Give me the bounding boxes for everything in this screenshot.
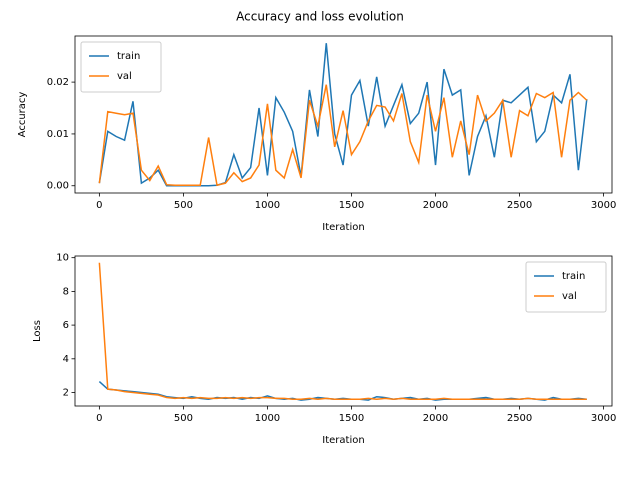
legend: train val (80, 41, 162, 93)
x-tick-label: 1000 (255, 200, 280, 211)
legend-frame (525, 261, 607, 313)
x-tick-label: 0 (96, 200, 102, 211)
x-tick-label: 500 (174, 200, 193, 211)
y-axis-label: Accuracy (17, 92, 28, 138)
x-tick-label: 1000 (255, 413, 280, 424)
x-tick-label: 2500 (507, 413, 532, 424)
x-tick-label: 1500 (339, 200, 364, 211)
data-line (98, 381, 587, 401)
legend-label: train (117, 51, 140, 62)
x-tick-label: 2000 (423, 413, 448, 424)
y-tick-label: 10 (56, 253, 69, 264)
legend-label: val (117, 71, 132, 82)
data-line (98, 262, 587, 401)
x-tick-label: 0 (96, 413, 102, 424)
y-tick-label: 6 (63, 320, 69, 331)
axes-frame (74, 255, 613, 407)
subplot: 0 500 1000 1500 2000 2500 3000 2 4 6 8 10 Iteration L… (32, 253, 616, 446)
x-tick-label: 2000 (423, 200, 448, 211)
x-tick-label: 2500 (507, 200, 532, 211)
subplot: 0 500 1000 1500 2000 2500 3000 0.00 0.01 0.02 Iter… (17, 35, 616, 233)
legend: train val (525, 261, 607, 313)
x-axis-label: Iteration (322, 435, 364, 446)
y-tick-label: 0.00 (47, 181, 69, 192)
x-axis-label: Iteration (322, 222, 364, 233)
x-tick-label: 3000 (591, 413, 616, 424)
x-tick-label: 3000 (591, 200, 616, 211)
legend-label: train (562, 271, 585, 282)
data-line (98, 84, 588, 187)
axes-frame (74, 35, 613, 194)
x-tick-label: 1500 (339, 413, 364, 424)
figure-title: Accuracy and loss evolution (236, 10, 404, 24)
y-tick-label: 2 (63, 388, 69, 399)
y-tick-label: 4 (63, 354, 69, 365)
y-tick-label: 0.01 (47, 129, 69, 140)
legend-frame (80, 41, 162, 93)
y-tick-label: 8 (63, 286, 69, 297)
y-tick-label: 0.02 (47, 77, 69, 88)
x-tick-label: 500 (174, 413, 193, 424)
y-axis-label: Loss (32, 320, 43, 342)
legend-label: val (562, 291, 577, 302)
